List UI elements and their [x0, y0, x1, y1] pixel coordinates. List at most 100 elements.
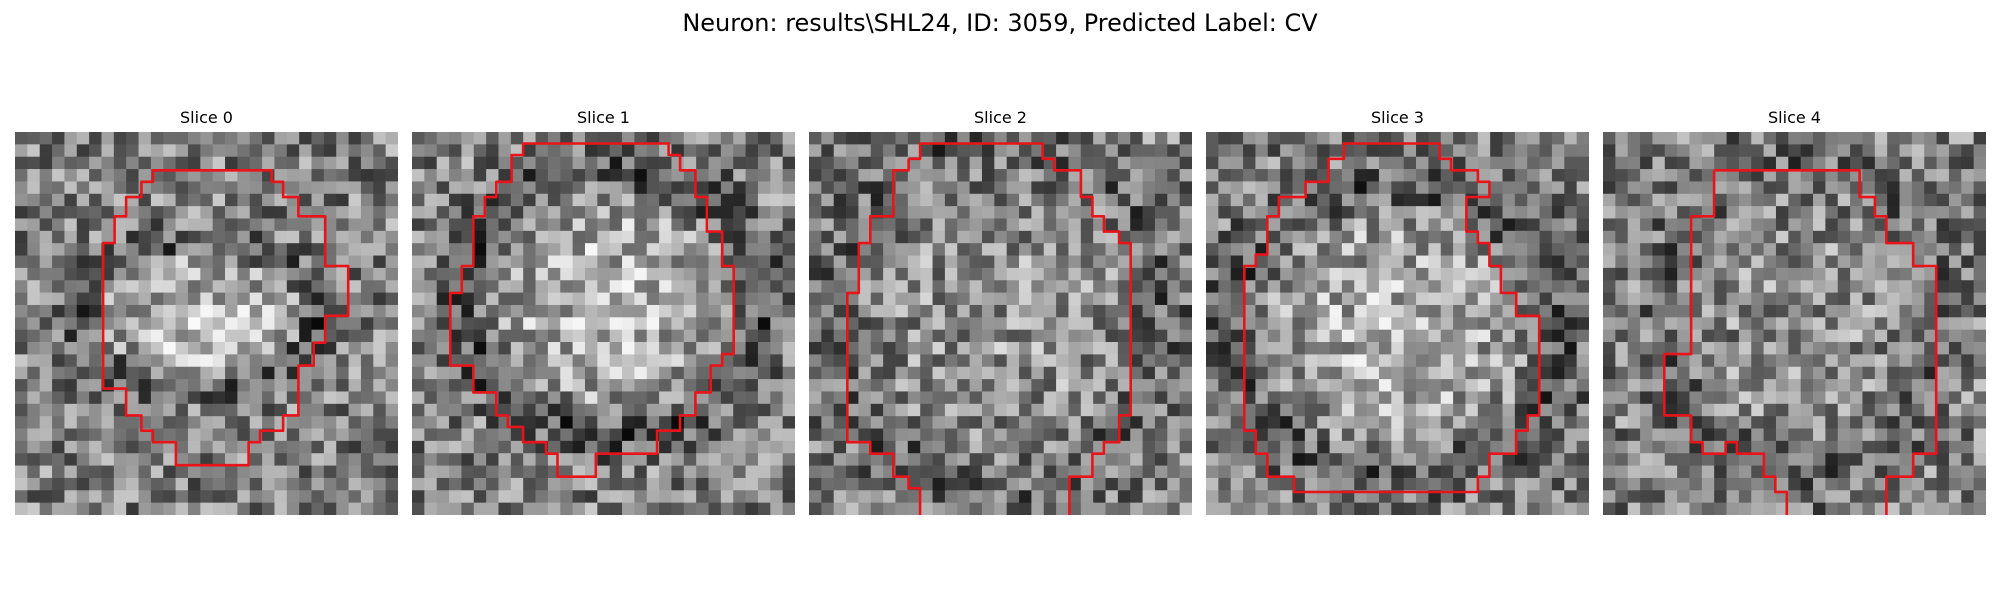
pixel-cell — [1416, 293, 1429, 306]
pixel-cell — [1428, 404, 1441, 417]
pixel-cell — [721, 391, 734, 404]
pixel-cell — [1503, 354, 1516, 367]
pixel-cell — [262, 342, 275, 355]
pixel-cell — [1689, 194, 1702, 207]
pixel-cell — [1056, 391, 1069, 404]
pixel-cell — [821, 453, 834, 466]
pixel-cell — [27, 429, 40, 442]
pixel-cell — [1031, 256, 1044, 269]
pixel-cell — [1677, 441, 1690, 454]
pixel-cell — [659, 330, 672, 343]
pixel-cell — [1155, 268, 1168, 281]
pixel-cell — [64, 429, 77, 442]
pixel-cell — [336, 342, 349, 355]
pixel-cell — [1167, 466, 1180, 479]
pixel-cell — [225, 441, 238, 454]
pixel-cell — [548, 280, 561, 293]
pixel-cell — [77, 379, 90, 392]
pixel-cell — [821, 157, 834, 170]
pixel-cell — [1788, 404, 1801, 417]
pixel-cell — [1167, 169, 1180, 182]
pixel-cell — [1056, 404, 1069, 417]
pixel-cell — [1453, 206, 1466, 219]
pixel-cell — [1515, 132, 1528, 145]
pixel-cell — [1813, 206, 1826, 219]
pixel-cell — [1838, 354, 1851, 367]
pixel-cell — [64, 416, 77, 429]
pixel-cell — [1801, 243, 1814, 256]
pixel-cell — [671, 416, 684, 429]
pixel-cell — [1379, 354, 1392, 367]
pixel-cell — [1937, 354, 1950, 367]
pixel-cell — [200, 181, 213, 194]
pixel-cell — [696, 453, 709, 466]
pixel-cell — [1093, 367, 1106, 380]
pixel-cell — [1416, 354, 1429, 367]
pixel-cell — [1503, 280, 1516, 293]
pixel-cell — [758, 354, 771, 367]
pixel-cell — [1503, 305, 1516, 318]
pixel-cell — [1615, 280, 1628, 293]
pixel-cell — [1564, 280, 1577, 293]
pixel-cell — [1739, 231, 1752, 244]
pixel-cell — [163, 194, 176, 207]
pixel-cell — [871, 157, 884, 170]
pixel-cell — [1937, 132, 1950, 145]
pixel-cell — [1850, 342, 1863, 355]
pixel-cell — [1961, 144, 1974, 157]
pixel-cell — [1330, 194, 1343, 207]
pixel-cell — [945, 453, 958, 466]
pixel-cell — [858, 367, 871, 380]
pixel-cell — [324, 391, 337, 404]
pixel-cell — [982, 416, 995, 429]
pixel-cell — [696, 181, 709, 194]
pixel-cell — [386, 453, 398, 466]
pixel-cell — [536, 218, 549, 231]
pixel-cell — [1317, 404, 1330, 417]
pixel-cell — [809, 317, 822, 330]
pixel-cell — [560, 157, 573, 170]
pixel-cell — [237, 490, 250, 503]
pixel-cell — [424, 218, 437, 231]
pixel-cell — [1068, 317, 1081, 330]
pixel-cell — [1490, 391, 1503, 404]
pixel-cell — [1751, 181, 1764, 194]
pixel-cell — [424, 490, 437, 503]
pixel-cell — [770, 194, 783, 207]
pixel-cell — [622, 379, 635, 392]
pixel-cell — [1628, 280, 1641, 293]
pixel-cell — [1564, 478, 1577, 491]
pixel-cell — [64, 478, 77, 491]
pixel-cell — [1875, 404, 1888, 417]
pixel-cell — [560, 354, 573, 367]
pixel-cell — [1503, 206, 1516, 219]
pixel-cell — [237, 268, 250, 281]
pixel-cell — [27, 317, 40, 330]
pixel-cell — [1564, 416, 1577, 429]
pixel-cell — [610, 503, 623, 515]
pixel-cell — [895, 293, 908, 306]
pixel-cell — [610, 169, 623, 182]
pixel-cell — [1862, 280, 1875, 293]
pixel-cell — [373, 305, 386, 318]
pixel-cell — [324, 379, 337, 392]
pixel-cell — [1354, 243, 1367, 256]
pixel-cell — [883, 429, 896, 442]
pixel-cell — [1231, 404, 1244, 417]
pixel-cell — [64, 391, 77, 404]
pixel-cell — [1143, 478, 1156, 491]
pixel-cell — [733, 181, 746, 194]
pixel-cell — [349, 453, 362, 466]
pixel-cell — [1044, 478, 1057, 491]
pixel-cell — [52, 466, 65, 479]
pixel-cell — [225, 490, 238, 503]
pixel-cell — [671, 268, 684, 281]
pixel-cell — [1330, 367, 1343, 380]
pixel-cell — [498, 305, 511, 318]
pixel-cell — [412, 342, 425, 355]
pixel-cell — [1354, 330, 1367, 343]
pixel-cell — [1218, 218, 1231, 231]
pixel-cell — [1268, 379, 1281, 392]
pixel-cell — [1330, 132, 1343, 145]
pixel-cell — [1379, 169, 1392, 182]
